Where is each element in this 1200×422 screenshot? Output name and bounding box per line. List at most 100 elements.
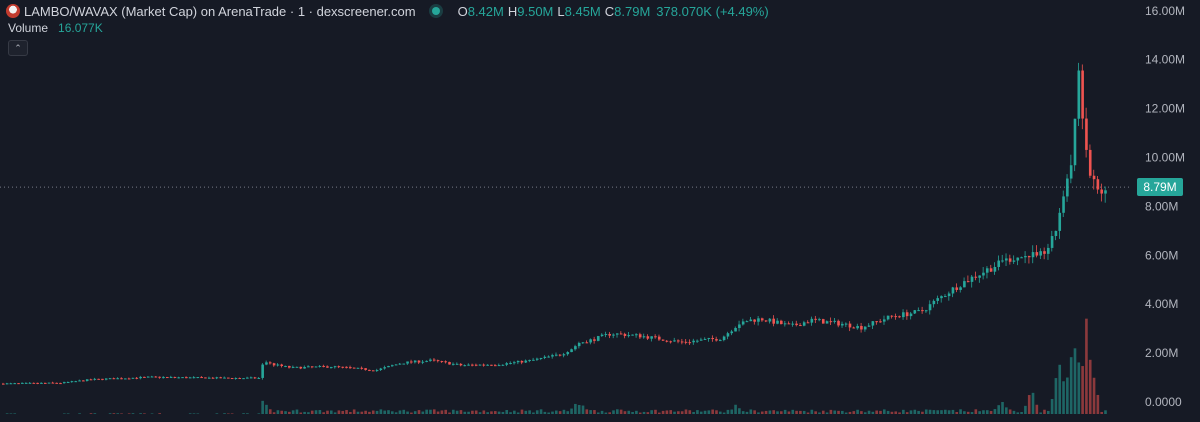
- volume-bar: [619, 409, 623, 414]
- candle-body: [5, 383, 9, 385]
- candle-body: [524, 360, 528, 363]
- candle-body: [295, 366, 299, 368]
- candle-body: [223, 377, 226, 379]
- volume-bar: [696, 410, 699, 414]
- candle-body: [562, 354, 566, 356]
- candle-body: [410, 361, 413, 363]
- volume-bar: [703, 410, 707, 414]
- y-tick-label: 6.00M: [1145, 248, 1178, 262]
- volume-bar: [284, 411, 287, 414]
- candle-body: [1046, 247, 1050, 254]
- candle-body: [1016, 257, 1020, 261]
- candle-body: [1096, 179, 1100, 190]
- candle-body: [902, 312, 905, 318]
- candle-body: [673, 340, 676, 342]
- volume-bar: [772, 410, 775, 414]
- volume-bar: [642, 411, 646, 414]
- volume-bar: [882, 409, 886, 414]
- candle-body: [108, 378, 112, 380]
- change-value: 378.070K (+4.49%): [656, 3, 769, 19]
- volume-bar: [509, 412, 512, 414]
- candle-body: [452, 363, 455, 365]
- volume-bar: [1100, 411, 1103, 414]
- candle-body: [612, 334, 615, 336]
- volume-bar: [394, 412, 398, 414]
- candle-body: [791, 323, 795, 325]
- candle-body: [444, 361, 448, 363]
- candle-body: [24, 382, 28, 384]
- candle-body: [570, 349, 573, 353]
- candle-body: [1027, 256, 1031, 258]
- volume-bar: [860, 411, 863, 414]
- candle-body: [429, 359, 432, 361]
- volume-bar: [661, 410, 665, 414]
- volume-bar: [566, 411, 570, 414]
- candle-body: [303, 366, 306, 369]
- price-axis[interactable]: 0.0000 2.00M 4.00M 6.00M 8.00M 10.00M 12.00M 14…: [1145, 4, 1185, 409]
- volume-bar: [959, 409, 962, 414]
- candle-body: [841, 323, 844, 326]
- candle-body: [97, 378, 100, 380]
- candle-body: [940, 296, 943, 299]
- candle-body: [455, 363, 459, 365]
- candle-body: [165, 377, 169, 379]
- volume-bar: [120, 413, 123, 414]
- volume-bar: [1001, 402, 1004, 414]
- volume-bar: [257, 413, 261, 414]
- candle-body: [467, 364, 470, 366]
- volume-bar: [825, 412, 829, 414]
- volume-bar: [635, 410, 638, 414]
- candle-body: [833, 320, 837, 322]
- candle-body: [70, 381, 74, 383]
- y-tick-label: 8.00M: [1145, 199, 1178, 213]
- candle-body: [383, 367, 386, 369]
- volume-bar: [764, 410, 768, 414]
- volume-bar: [902, 409, 905, 414]
- candle-body: [440, 361, 444, 363]
- volume-bar: [368, 411, 371, 414]
- volume-bar: [589, 410, 592, 414]
- candle-body: [520, 360, 524, 363]
- candle-body: [1020, 257, 1023, 259]
- collapse-legend-button[interactable]: ⌃: [8, 40, 28, 56]
- candle-body: [711, 337, 714, 340]
- candle-body: [688, 342, 692, 344]
- candle-body: [463, 365, 467, 367]
- volume-bar: [349, 411, 352, 414]
- volume-bar: [410, 412, 413, 414]
- volume-bar: [871, 411, 875, 414]
- candle-body: [974, 276, 978, 278]
- volume-bar: [291, 410, 295, 414]
- candle-body: [1012, 260, 1016, 262]
- candle-body: [146, 376, 150, 378]
- candle-body: [635, 334, 638, 336]
- candle-body: [726, 333, 730, 337]
- volume-bar: [1035, 404, 1039, 414]
- volume-bar: [844, 412, 848, 414]
- candle-body: [863, 326, 867, 330]
- volume-bar: [188, 413, 192, 414]
- candle-body: [555, 354, 558, 356]
- volume-bar: [89, 413, 93, 414]
- volume-bar: [295, 409, 299, 414]
- candle-body: [860, 325, 863, 330]
- volume-bar: [913, 409, 917, 414]
- candle-body: [623, 333, 627, 337]
- volume-bar: [425, 409, 428, 414]
- volume-bar: [951, 409, 955, 414]
- volume-bar: [459, 410, 463, 414]
- volume-bar: [1008, 409, 1012, 414]
- volume-bar: [574, 403, 577, 414]
- candle-body: [852, 327, 856, 329]
- current-price-tag: 8.79M: [1137, 178, 1183, 196]
- candle-body: [650, 336, 653, 339]
- candle-body: [745, 321, 749, 323]
- volume-bar: [852, 411, 856, 414]
- candle-body: [93, 378, 97, 380]
- volume-bar: [1096, 394, 1100, 414]
- volume-bar: [482, 410, 486, 414]
- candle-body: [288, 365, 291, 368]
- volume-bar: [1058, 364, 1062, 414]
- volume-bar: [924, 409, 928, 414]
